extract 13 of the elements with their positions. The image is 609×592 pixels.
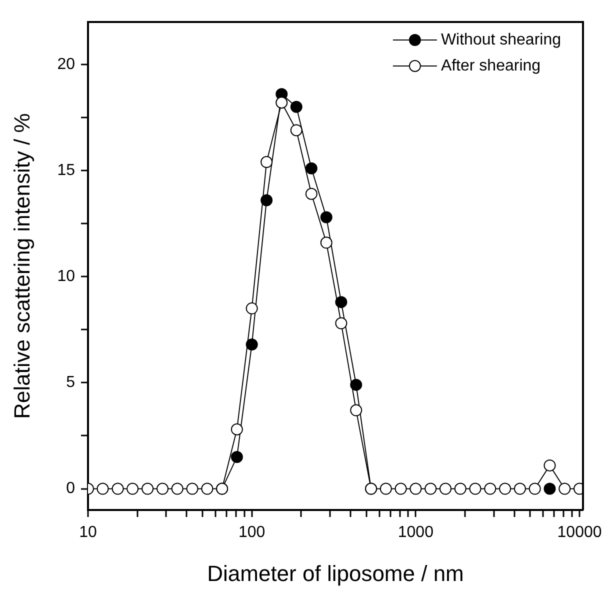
y-tick-label: 5 bbox=[66, 374, 76, 392]
y-tick-label: 15 bbox=[57, 162, 76, 179]
y-axis-title: Relative scattering intensity / % bbox=[9, 113, 34, 419]
x-tick-label: 1000 bbox=[398, 524, 434, 542]
y-tick-label: 10 bbox=[57, 268, 76, 286]
legend-label: Without shearing bbox=[440, 31, 561, 48]
y-tick-label: 0 bbox=[66, 480, 76, 498]
legend-label: After shearing bbox=[440, 57, 541, 74]
x-tick-label: 10000 bbox=[557, 524, 602, 542]
x-tick-label: 100 bbox=[238, 524, 266, 542]
x-tick-label: 10 bbox=[79, 524, 97, 542]
y-tick-label: 20 bbox=[57, 56, 76, 73]
x-axis-title: Diameter of liposome / nm bbox=[207, 560, 464, 586]
